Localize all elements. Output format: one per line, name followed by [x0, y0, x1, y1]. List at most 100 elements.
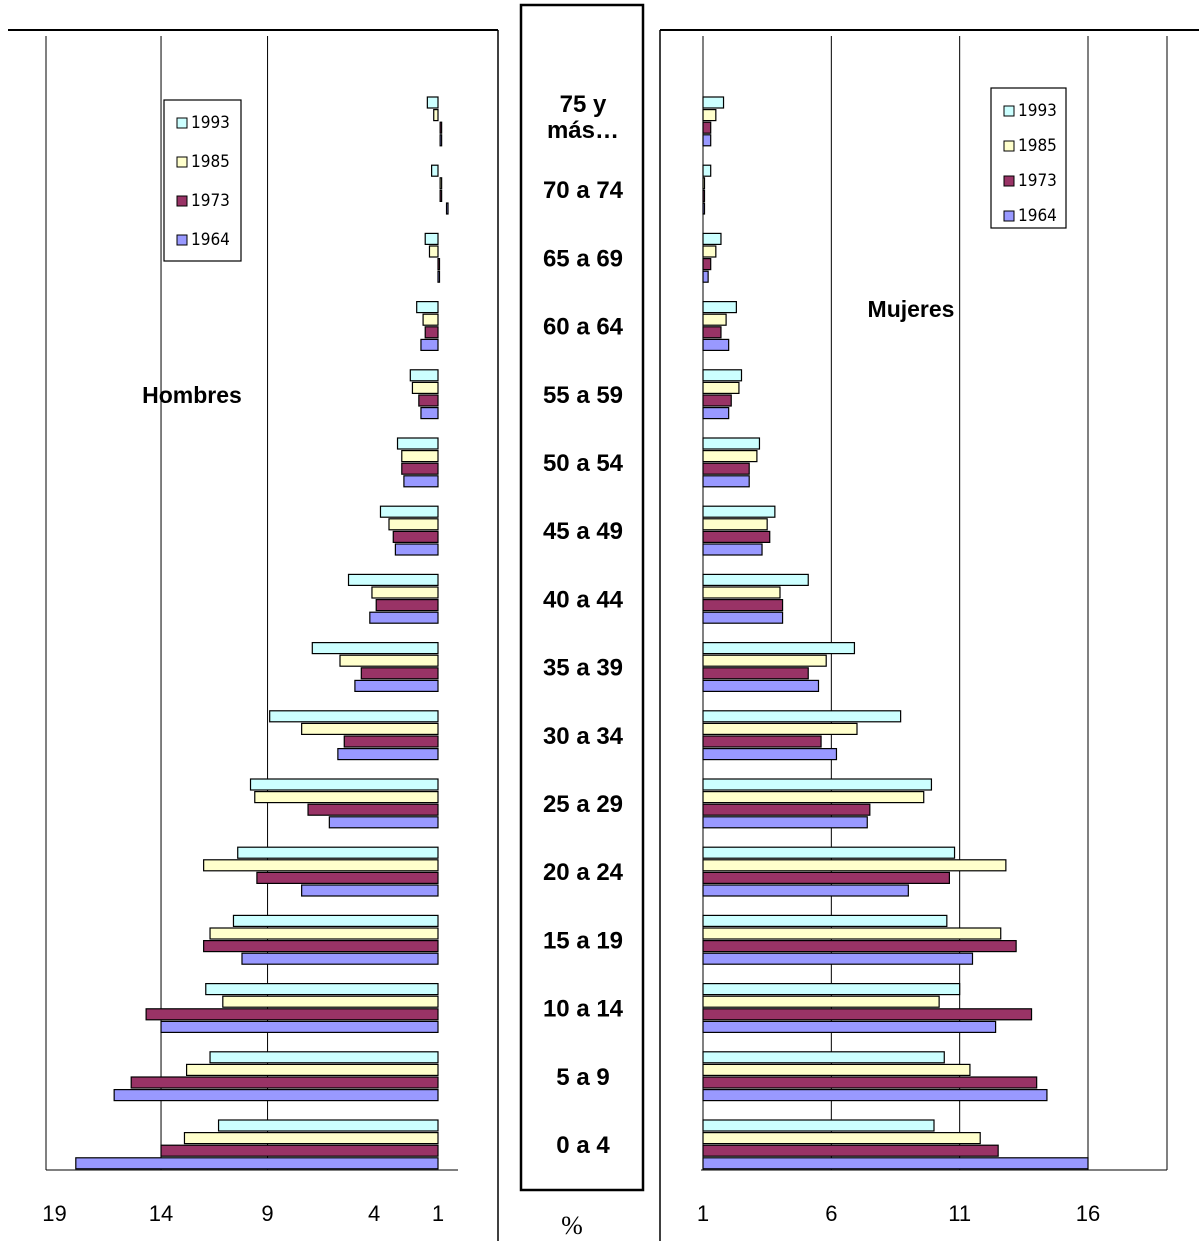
hombres-bar-55-a-59-1964: [420, 407, 439, 420]
age-label-25-a-29: 25 a 29: [543, 791, 623, 818]
hombres-legend-swatch-1985: [176, 156, 188, 168]
hombres-bar-0-a-4-1964: [75, 1157, 439, 1170]
hombres-bar-30-a-34-1964: [337, 747, 439, 761]
mujeres-bar-20-a-24-1964: [702, 884, 909, 897]
age-label-40-a-44: 40 a 44: [543, 586, 624, 613]
mujeres-bar-55-a-59-1973: [702, 394, 732, 407]
mujeres-legend-swatch-1993: [1003, 105, 1015, 117]
mujeres-bar-30-a-34-1993: [702, 710, 902, 723]
mujeres-legend-label-1973: 1973: [1018, 171, 1057, 191]
hombres-bar-5-a-9-1964: [113, 1088, 439, 1102]
hombres-bar-60-a-64-1985: [422, 313, 439, 326]
hombres-bar-25-a-29-1993: [249, 778, 439, 791]
age-label-75-y-m-s-line1: 75 y: [560, 91, 607, 118]
hombres-bar-70-a-74-1993: [431, 164, 439, 177]
hombres-bar-20-a-24-1993: [237, 846, 439, 859]
mujeres-bar-60-a-64-1993: [702, 301, 737, 314]
hombres-tick-label-19: 19: [42, 1201, 66, 1226]
hombres-bar-50-a-54-1964: [403, 475, 439, 488]
mujeres-bar-50-a-54-1964: [702, 475, 750, 488]
mujeres-bar-40-a-44-1964: [702, 611, 784, 624]
age-label-60-a-64: 60 a 64: [543, 314, 624, 341]
hombres-bar-10-a-14-1993: [205, 982, 439, 996]
mujeres-tick-label-11: 11: [948, 1201, 971, 1226]
hombres-legend-box: [163, 99, 242, 262]
mujeres-legend-swatch-1985: [1003, 140, 1015, 152]
mujeres-bar-25-a-29-1964: [702, 816, 868, 829]
hombres-bar-15-a-19-1973: [203, 939, 439, 953]
age-label-10-a-14: 10 a 14: [543, 996, 624, 1023]
mujeres-legend-label-1993: 1993: [1018, 101, 1057, 121]
mujeres-bar-20-a-24-1985: [702, 859, 1007, 872]
hombres-bar-70-a-74-1964: [445, 202, 449, 215]
mujeres-bar-40-a-44-1985: [702, 586, 781, 599]
mujeres-tick-label-16: 16: [1076, 1201, 1100, 1226]
mujeres-bar-0-a-4-1964: [702, 1157, 1089, 1170]
mujeres-legend-label-1964: 1964: [1018, 206, 1057, 226]
mujeres-bar-15-a-19-1973: [702, 939, 1017, 953]
mujeres-bar-0-a-4-1985: [702, 1131, 981, 1145]
age-label-15-a-19: 15 a 19: [543, 927, 623, 954]
hombres-bar-70-a-74-1973: [439, 189, 443, 202]
mujeres-bar-60-a-64-1973: [702, 326, 722, 339]
age-label-0-a-4: 0 a 4: [556, 1132, 610, 1159]
age-label-30-a-34: 30 a 34: [543, 723, 624, 750]
mujeres-bar-75-y-m-s-1964: [702, 134, 712, 147]
hombres-bar-20-a-24-1985: [203, 859, 439, 872]
hombres-bar-65-a-69-1993: [424, 232, 439, 245]
mujeres-legend-label-1985: 1985: [1018, 136, 1057, 156]
hombres-legend-label-1985: 1985: [191, 152, 230, 172]
hombres-bar-30-a-34-1993: [269, 710, 439, 723]
hombres-legend: 1993 1985 1973 1964: [163, 99, 242, 262]
mujeres-bar-75-y-m-s-1993: [702, 96, 725, 109]
mujeres-bar-55-a-59-1964: [702, 407, 730, 420]
hombres-bar-75-y-m-s-1973: [439, 121, 443, 134]
age-label-65-a-69: 65 a 69: [543, 245, 623, 272]
mujeres-bar-30-a-34-1985: [702, 722, 858, 736]
mujeres-bar-75-y-m-s-1985: [702, 108, 717, 122]
mujeres-bar-15-a-19-1964: [702, 952, 974, 965]
mujeres-legend-swatch-1973: [1003, 175, 1015, 187]
mujeres-bar-65-a-69-1964: [702, 270, 709, 283]
mujeres-tick-label-1: 1: [697, 1201, 709, 1226]
hombres-bar-10-a-14-1964: [160, 1020, 439, 1034]
hombres-bar-70-a-74-1985: [439, 177, 443, 190]
mujeres-bar-50-a-54-1985: [702, 450, 758, 463]
age-label-20-a-24: 20 a 24: [543, 859, 624, 886]
hombres-bar-45-a-49-1973: [392, 530, 439, 544]
hombres-bar-45-a-49-1964: [394, 543, 439, 556]
mujeres-bar-10-a-14-1964: [702, 1020, 997, 1034]
hombres-tick-label-1: 1: [432, 1201, 444, 1226]
hombres-bar-0-a-4-1993: [217, 1119, 439, 1132]
hombres-bar-25-a-29-1973: [307, 803, 439, 816]
mujeres-bar-65-a-69-1973: [702, 258, 712, 271]
mujeres-bar-5-a-9-1973: [702, 1076, 1038, 1089]
age-label-box: [519, 3, 645, 1192]
hombres-bar-20-a-24-1964: [301, 884, 439, 897]
mujeres-bar-75-y-m-s-1973: [702, 121, 712, 134]
hombres-bar-55-a-59-1985: [411, 381, 439, 394]
mujeres-bar-70-a-74-1985: [702, 177, 706, 190]
hombres-tick-label-14: 14: [149, 1201, 173, 1226]
hombres-bar-50-a-54-1985: [401, 450, 439, 463]
hombres-legend-swatch-1964: [176, 234, 188, 246]
mujeres-bar-20-a-24-1973: [702, 871, 950, 885]
mujeres-bar-70-a-74-1993: [702, 164, 712, 177]
hombres-bar-30-a-34-1973: [343, 735, 439, 748]
mujeres-bar-60-a-64-1985: [702, 313, 727, 326]
age-label-70-a-74: 70 a 74: [543, 177, 624, 204]
mujeres-bar-65-a-69-1985: [702, 245, 717, 258]
mujeres-bar-25-a-29-1993: [702, 778, 933, 791]
mujeres-bar-45-a-49-1985: [702, 518, 768, 531]
hombres-bar-35-a-39-1973: [360, 667, 439, 680]
hombres-legend-swatch-1993: [176, 117, 188, 129]
age-label-45-a-49: 45 a 49: [543, 518, 623, 545]
hombres-bar-35-a-39-1993: [311, 641, 439, 655]
hombres-legend-swatch-1973: [176, 195, 188, 207]
mujeres-bar-5-a-9-1964: [702, 1088, 1048, 1102]
mujeres-bar-60-a-64-1964: [702, 338, 730, 351]
age-label-55-a-59: 55 a 59: [543, 382, 623, 409]
hombres-bar-60-a-64-1973: [424, 326, 439, 339]
mujeres-bar-20-a-24-1993: [702, 846, 956, 859]
